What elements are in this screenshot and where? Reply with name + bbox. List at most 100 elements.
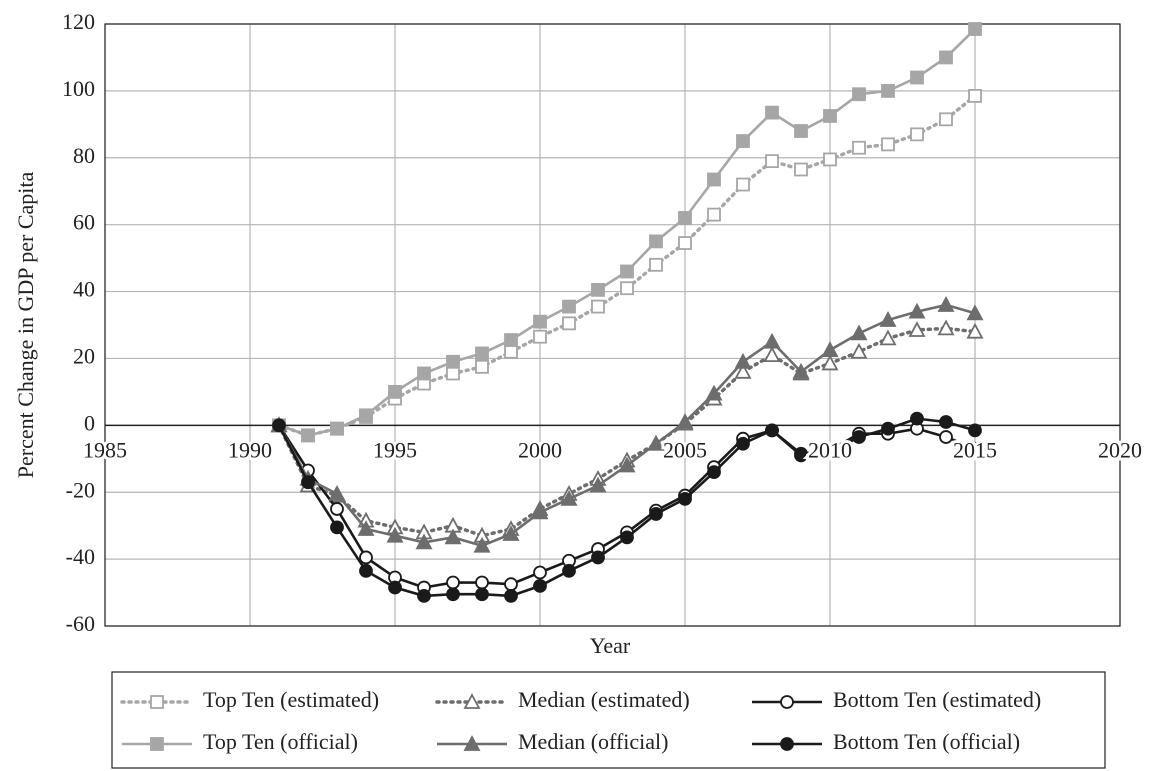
marker — [618, 456, 636, 473]
marker — [765, 423, 779, 438]
legend-label: Top Ten (estimated) — [203, 687, 379, 712]
y-tick-label: 40 — [73, 277, 95, 302]
y-tick-label: -40 — [66, 544, 95, 569]
marker — [620, 281, 634, 296]
x-tick-label: 2010 — [808, 437, 852, 462]
marker — [591, 282, 605, 297]
y-tick-label: 60 — [73, 210, 95, 235]
marker — [910, 70, 924, 85]
marker — [939, 50, 953, 65]
marker — [734, 352, 752, 369]
marker — [763, 332, 781, 349]
marker — [850, 324, 868, 341]
marker — [966, 322, 984, 339]
marker — [649, 507, 663, 521]
marker — [475, 587, 489, 602]
marker — [475, 359, 489, 374]
marker — [736, 177, 750, 192]
marker — [533, 329, 547, 344]
marker — [446, 354, 460, 369]
y-tick-label: 100 — [62, 76, 95, 101]
marker — [879, 329, 897, 346]
marker — [678, 492, 692, 506]
marker — [446, 587, 460, 602]
marker — [620, 264, 634, 279]
marker — [794, 162, 808, 177]
marker — [562, 316, 576, 331]
marker — [678, 236, 692, 250]
marker — [649, 234, 663, 249]
legend-label: Median (estimated) — [518, 687, 690, 712]
marker — [415, 533, 433, 550]
legend-label: Median (official) — [518, 729, 668, 754]
marker — [908, 321, 926, 337]
marker — [463, 693, 481, 709]
x-tick-label: 2000 — [518, 437, 562, 462]
marker — [910, 411, 924, 426]
x-tick-label: 2005 — [663, 437, 707, 462]
marker — [794, 124, 808, 138]
marker — [591, 550, 605, 565]
marker — [736, 134, 750, 148]
marker — [150, 737, 164, 751]
marker — [910, 127, 924, 142]
marker — [908, 302, 926, 319]
marker — [446, 575, 460, 590]
marker — [968, 89, 982, 103]
y-tick-label: 20 — [73, 343, 95, 368]
marker — [533, 578, 547, 593]
marker — [968, 22, 982, 36]
marker — [852, 87, 866, 102]
marker — [763, 346, 781, 363]
marker — [388, 384, 402, 399]
marker — [388, 580, 402, 595]
marker — [502, 525, 520, 541]
marker — [734, 362, 752, 379]
marker — [821, 354, 839, 371]
marker — [504, 333, 518, 347]
marker — [330, 421, 344, 436]
marker — [150, 695, 164, 709]
marker — [359, 408, 373, 423]
marker — [968, 441, 982, 456]
plot-frame — [104, 23, 1121, 627]
marker — [852, 140, 866, 155]
marker — [589, 476, 607, 493]
marker — [504, 589, 518, 603]
y-tick-label: 120 — [62, 9, 95, 34]
marker — [823, 445, 837, 459]
marker — [417, 366, 431, 381]
marker — [301, 475, 315, 490]
marker — [780, 695, 794, 709]
marker — [966, 304, 984, 321]
marker — [968, 423, 982, 438]
legend-box — [111, 671, 1106, 769]
marker — [386, 526, 404, 543]
marker — [475, 575, 489, 590]
marker — [301, 428, 315, 443]
marker — [881, 83, 895, 98]
y-tick-label: 80 — [73, 143, 95, 168]
marker — [736, 436, 750, 451]
marker — [676, 413, 694, 429]
marker — [357, 520, 375, 536]
marker — [937, 296, 955, 312]
marker — [707, 465, 721, 480]
marker — [881, 421, 895, 436]
marker — [533, 314, 547, 329]
y-tick-label: 0 — [84, 410, 95, 435]
marker — [939, 112, 953, 127]
marker — [647, 434, 665, 451]
marker — [473, 536, 491, 553]
y-tick-label: -20 — [66, 477, 95, 502]
marker — [939, 415, 953, 429]
marker — [705, 384, 723, 401]
marker — [707, 172, 721, 187]
y-axis-label: Percent Change in GDP per Capita — [13, 172, 38, 479]
marker — [272, 418, 286, 433]
marker — [780, 737, 794, 751]
marker — [823, 109, 837, 123]
marker — [328, 484, 346, 501]
